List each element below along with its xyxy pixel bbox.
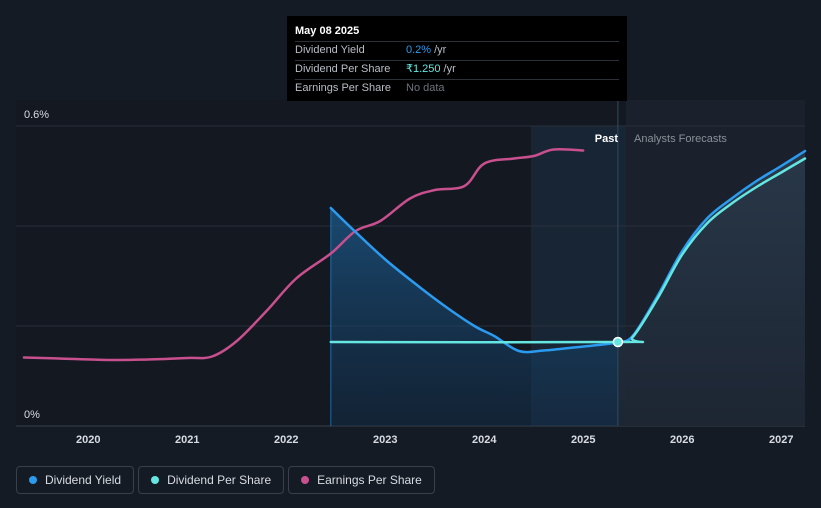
tooltip-value: 0.2%	[406, 44, 432, 56]
yield-area-past	[330, 208, 618, 426]
forecast-label: Analysts Forecasts	[634, 133, 727, 145]
dividend-per-share-line	[329, 157, 807, 344]
x-tick-label: 2025	[571, 434, 595, 446]
tooltip-date: May 08 2025	[295, 25, 360, 37]
earnings-per-share-line	[22, 147, 585, 362]
tooltip-unit: /yr	[434, 44, 447, 56]
x-tick-label: 2023	[373, 434, 397, 446]
dividend-yield-line	[329, 149, 807, 354]
tooltip-label: Dividend Per Share	[295, 63, 391, 75]
x-tick-label: 2022	[274, 434, 298, 446]
y-axis-labels: 0.6% 0%	[24, 109, 49, 421]
legend-label: Earnings Per Share	[317, 473, 422, 487]
x-tick-label: 2024	[472, 434, 497, 446]
tooltip-value: No data	[406, 82, 445, 94]
legend-label: Dividend Per Share	[167, 473, 272, 487]
hover-marker	[612, 336, 624, 348]
legend-item-earnings-per-share[interactable]: Earnings Per Share	[288, 466, 435, 494]
x-tick-label: 2027	[769, 434, 793, 446]
legend-label: Dividend Yield	[45, 473, 122, 487]
series-lines	[22, 147, 807, 362]
tooltip-row-dividend-per-share: Dividend Per Share ₹1.250 /yr	[295, 60, 619, 79]
hover-point	[612, 336, 624, 348]
legend-dot-icon	[151, 476, 160, 484]
tooltip-row-dividend-yield: Dividend Yield 0.2% /yr	[295, 41, 619, 60]
past-label: Past	[595, 133, 619, 145]
legend: Dividend Yield Dividend Per Share Earnin…	[16, 466, 439, 494]
tooltip: May 08 2025 Dividend Yield 0.2% /yr Divi…	[287, 16, 627, 101]
x-axis-labels: 2020 2021 2022 2023 2024 2025 2026 2027	[76, 434, 793, 446]
x-tick-label: 2021	[175, 434, 199, 446]
tooltip-unit: /yr	[443, 63, 456, 75]
legend-dot-icon	[301, 476, 310, 484]
y-tick-label: 0.6%	[24, 109, 49, 121]
legend-item-dividend-yield[interactable]: Dividend Yield	[16, 466, 135, 494]
legend-item-dividend-per-share[interactable]: Dividend Per Share	[138, 466, 285, 494]
y-tick-label: 0%	[24, 409, 40, 421]
tooltip-value: ₹1.250	[406, 63, 441, 75]
tooltip-label: Earnings Per Share	[295, 82, 391, 94]
tooltip-label: Dividend Yield	[295, 44, 365, 56]
tooltip-row-earnings-per-share: Earnings Per Share No data	[295, 79, 619, 98]
legend-dot-icon	[29, 476, 37, 484]
x-tick-label: 2026	[670, 434, 694, 446]
yield-area-forecast	[617, 151, 805, 426]
x-tick-label: 2020	[76, 434, 100, 446]
area-fills	[330, 151, 805, 426]
